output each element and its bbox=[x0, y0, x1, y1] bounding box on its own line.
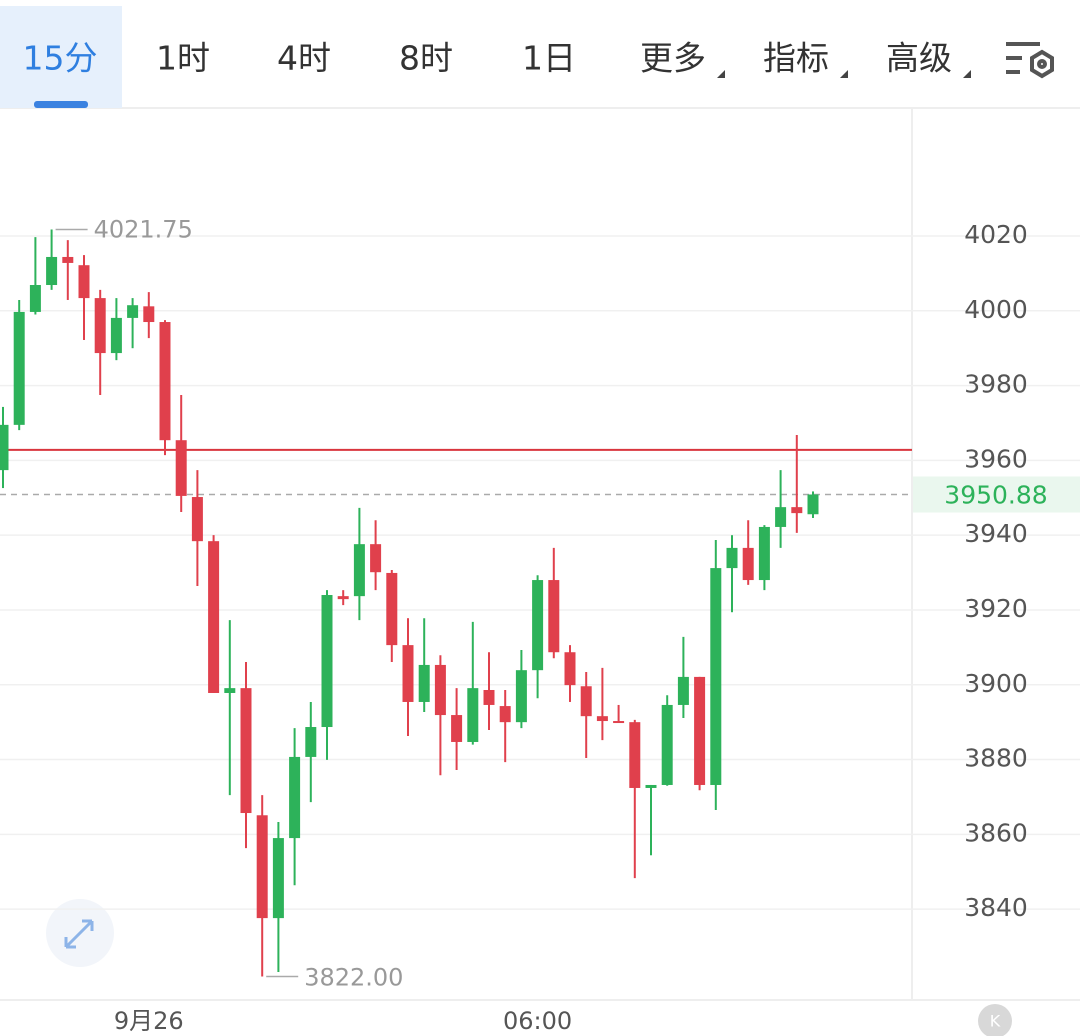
candle-body bbox=[62, 256, 74, 263]
high-marker-label: 4021.75 bbox=[94, 215, 193, 243]
candle-body bbox=[94, 298, 106, 354]
y-tick-label: 3900 bbox=[964, 669, 1028, 698]
x-tick-label: 9月26 bbox=[114, 1007, 184, 1035]
candle-body bbox=[289, 756, 301, 839]
candle-body bbox=[694, 676, 706, 785]
candle-body bbox=[661, 704, 673, 785]
tab[interactable]: 8时 bbox=[399, 39, 453, 78]
y-tick-label: 3940 bbox=[964, 519, 1028, 548]
y-tick-label: 3980 bbox=[964, 370, 1028, 399]
candle-body bbox=[78, 265, 90, 299]
candle-body bbox=[418, 664, 430, 702]
candle-body bbox=[353, 544, 365, 597]
candle-body bbox=[548, 580, 560, 653]
candle-body bbox=[775, 507, 787, 527]
y-tick-label: 3920 bbox=[964, 594, 1028, 623]
dropdown-caret bbox=[963, 70, 971, 78]
candle-body bbox=[791, 507, 803, 514]
x-tick-label: 06:00 bbox=[503, 1007, 572, 1035]
low-marker-label: 3822.00 bbox=[304, 963, 403, 991]
candle-body bbox=[143, 306, 155, 323]
candle-body bbox=[175, 440, 187, 496]
candle-body bbox=[370, 544, 382, 573]
candle-body bbox=[321, 595, 333, 728]
last-price-bg bbox=[913, 476, 1080, 513]
candle-body bbox=[434, 664, 446, 716]
candle-body bbox=[29, 285, 41, 312]
tab[interactable]: 更多 bbox=[640, 39, 706, 78]
candle-body bbox=[191, 497, 203, 542]
last-price-label: 3950.88 bbox=[944, 480, 1047, 509]
candle-body bbox=[256, 815, 268, 919]
candle-body bbox=[224, 688, 236, 693]
candle-body bbox=[208, 541, 220, 693]
y-tick-label: 3860 bbox=[964, 818, 1028, 847]
tab[interactable]: 指标 bbox=[763, 39, 829, 78]
candle-body bbox=[726, 547, 738, 569]
expand-button[interactable] bbox=[46, 899, 114, 967]
candle-body bbox=[240, 688, 252, 814]
tab[interactable]: 15分 bbox=[23, 39, 98, 78]
candle-body bbox=[127, 305, 139, 318]
svg-text:K: K bbox=[990, 1012, 1001, 1031]
candle-body bbox=[515, 670, 527, 723]
dropdown-caret bbox=[840, 70, 848, 78]
candle-body bbox=[677, 676, 689, 705]
candle-body bbox=[629, 722, 641, 788]
candle-body bbox=[467, 688, 479, 742]
candle-body bbox=[0, 424, 9, 471]
settings-icon[interactable] bbox=[1006, 42, 1054, 79]
tab-bar bbox=[0, 0, 1080, 108]
candle-body bbox=[386, 572, 398, 646]
y-tick-label: 4000 bbox=[964, 295, 1028, 324]
candle-body bbox=[499, 706, 511, 723]
candle-body bbox=[483, 689, 495, 705]
k-button[interactable]: K bbox=[978, 1004, 1012, 1036]
candle-body bbox=[305, 727, 317, 757]
candle-body bbox=[596, 716, 608, 722]
tab[interactable]: 4时 bbox=[277, 39, 331, 78]
candle-body bbox=[337, 596, 349, 600]
candle-body bbox=[402, 645, 414, 702]
candle-body bbox=[159, 322, 171, 441]
candle-body bbox=[807, 494, 819, 515]
candle-body bbox=[645, 784, 657, 788]
tab-active-bg bbox=[0, 6, 122, 108]
y-tick-label: 3960 bbox=[964, 444, 1028, 473]
candle-body bbox=[110, 317, 122, 354]
candle-body bbox=[710, 568, 722, 785]
tab[interactable]: 1日 bbox=[522, 39, 576, 78]
y-tick-label: 3880 bbox=[964, 744, 1028, 773]
tab[interactable]: 1时 bbox=[156, 39, 210, 78]
y-tick-label: 3840 bbox=[964, 893, 1028, 922]
y-tick-label: 4020 bbox=[964, 220, 1028, 249]
candle-body bbox=[758, 526, 770, 581]
candle-body bbox=[13, 311, 25, 425]
candle-body bbox=[564, 652, 576, 686]
candle-body bbox=[580, 686, 592, 717]
tab-active-indicator bbox=[34, 101, 88, 108]
candle-body bbox=[742, 547, 754, 581]
candle-body bbox=[532, 580, 544, 671]
candle-body bbox=[46, 256, 58, 286]
candle-body bbox=[272, 838, 284, 919]
candle-body bbox=[451, 715, 463, 742]
tab[interactable]: 高级 bbox=[886, 39, 952, 78]
dropdown-caret bbox=[717, 70, 725, 78]
candle-body bbox=[613, 721, 625, 724]
